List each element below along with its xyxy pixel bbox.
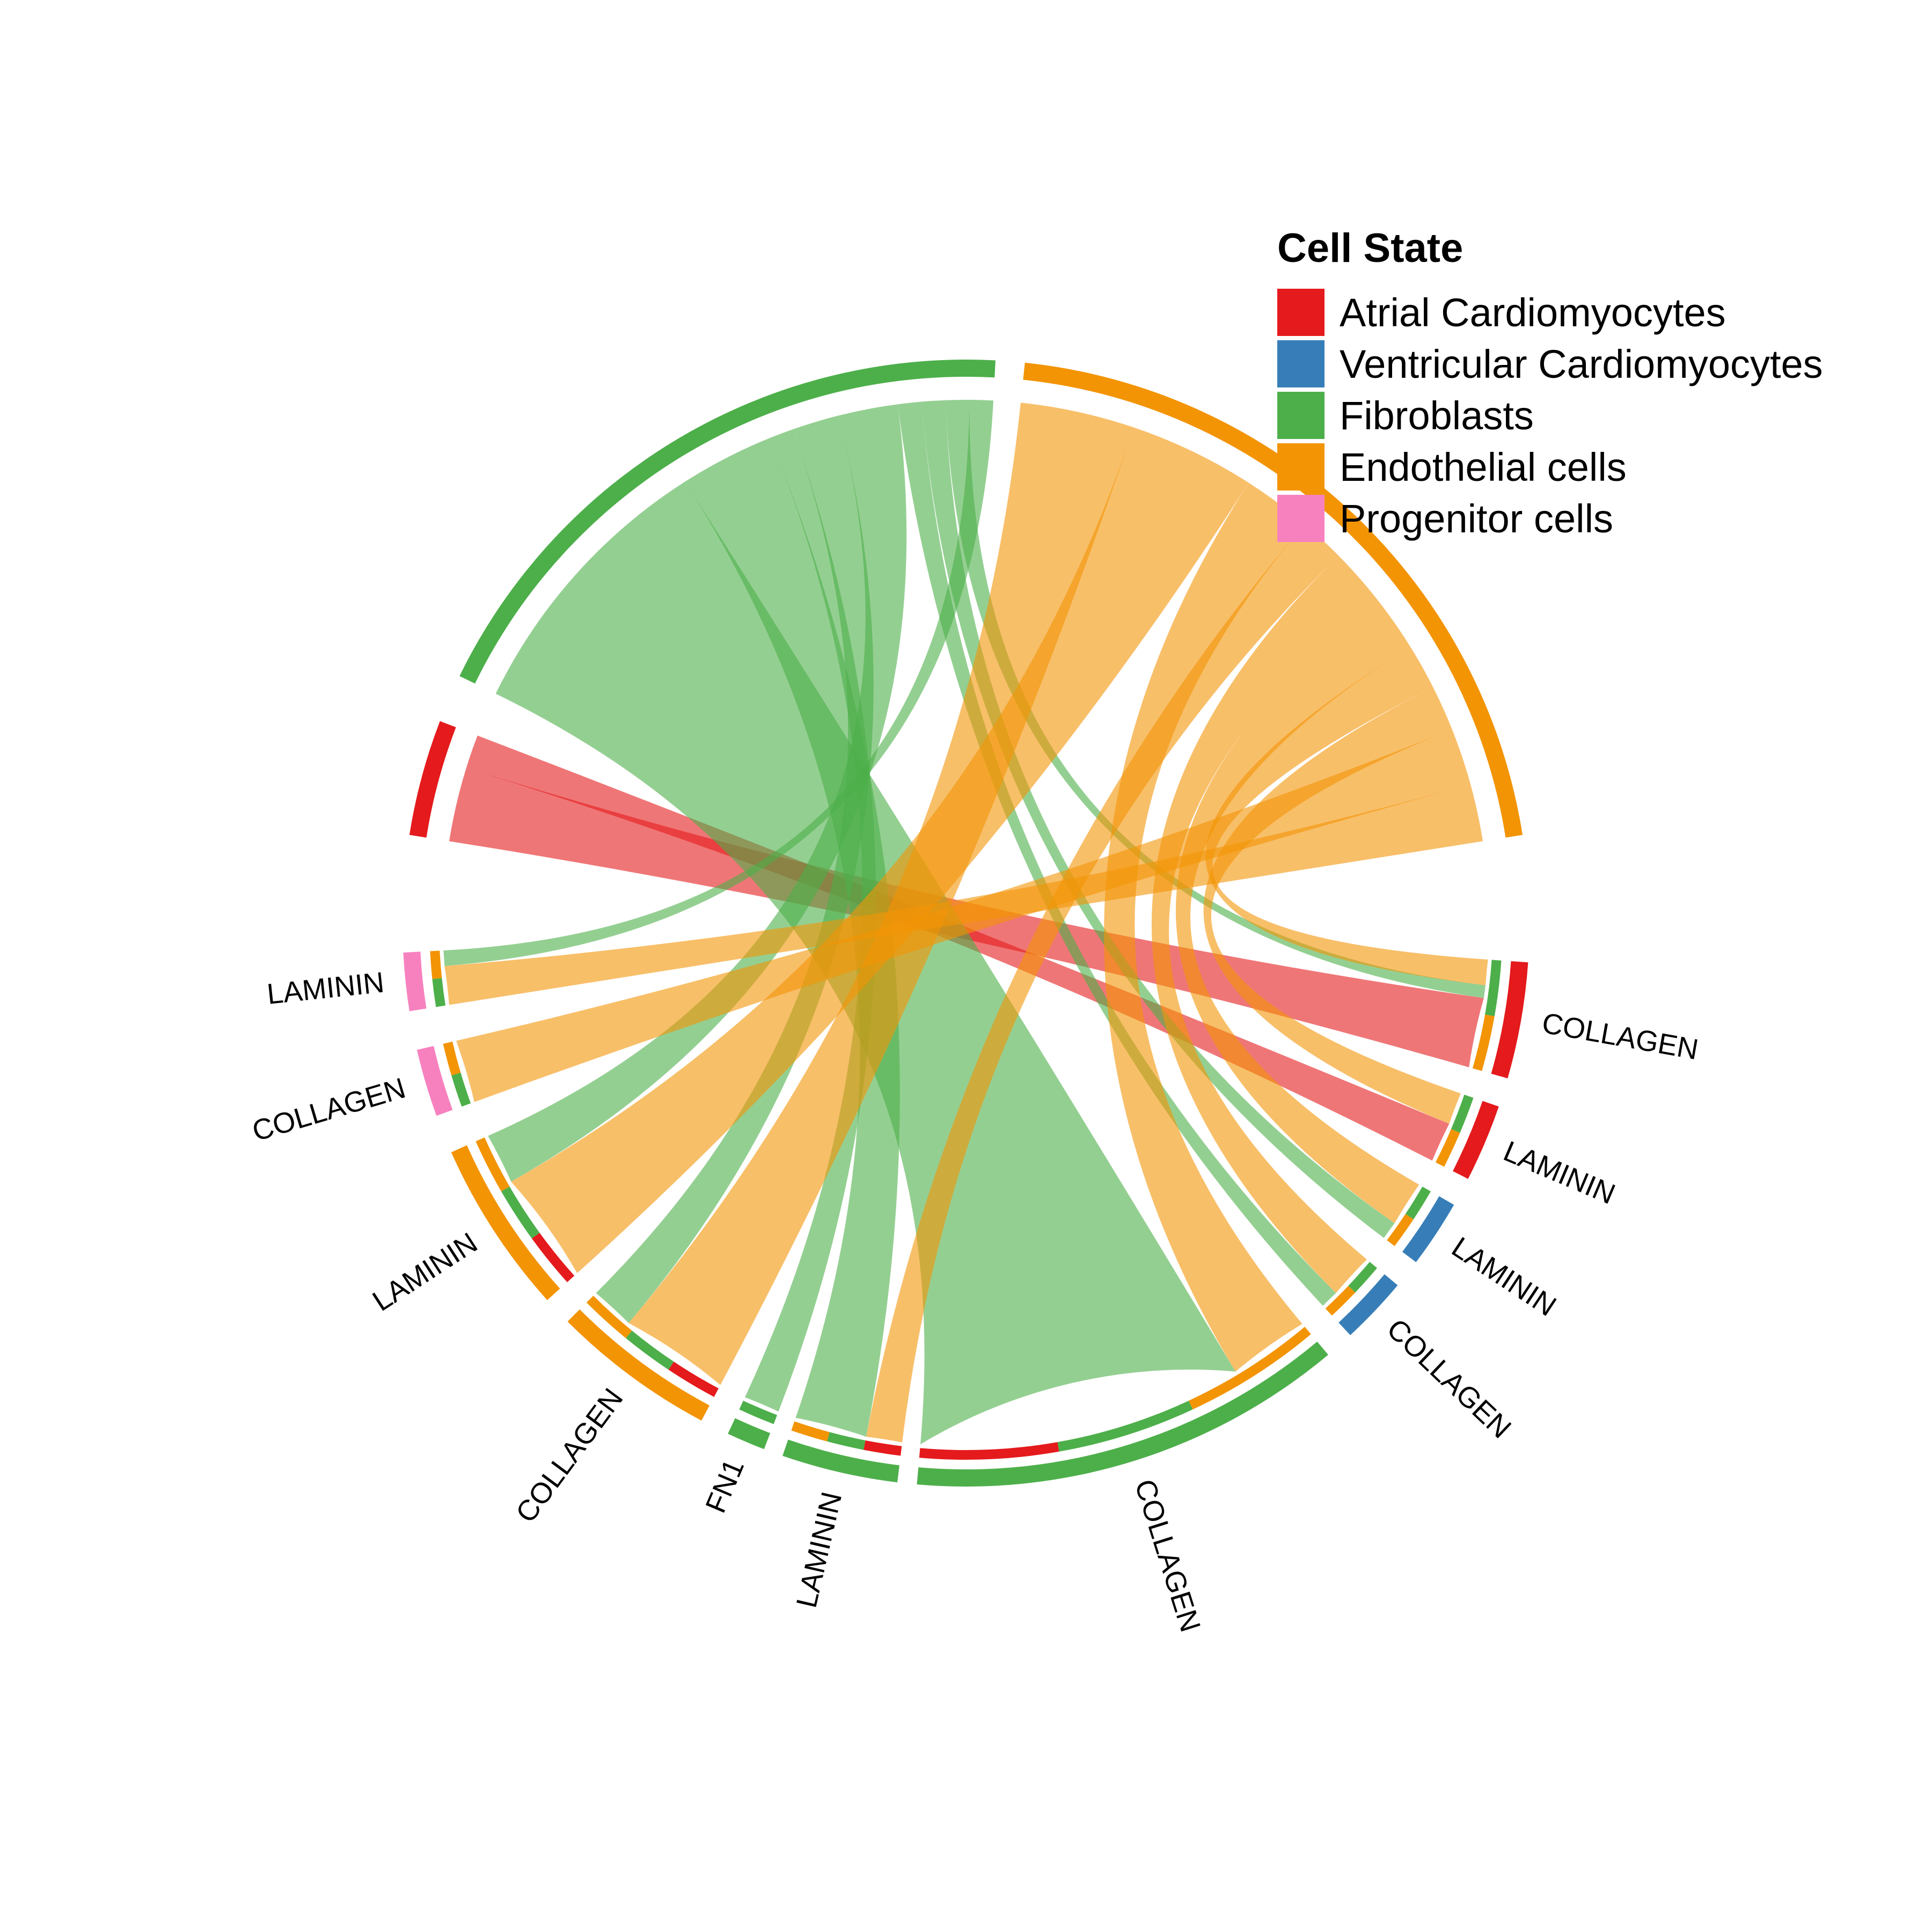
inner-track-prog-laminin-fibro (432, 978, 446, 1007)
inner-track-atrial-laminin-endo (1435, 1129, 1460, 1167)
legend-label-fibroblasts: Fibroblasts (1340, 393, 1534, 438)
target-sector-ventricular-laminin (1402, 1196, 1454, 1262)
inner-track-endo-collagen-atrial (668, 1362, 719, 1397)
legend-label-endothelial: Endothelial cells (1340, 444, 1627, 489)
pathway-label-endo-collagen: COLLAGEN (510, 1382, 630, 1528)
link-ribbon-endo-12 (511, 427, 1249, 1274)
link-ribbon-fibro-5 (596, 415, 874, 1323)
inner-track-ventricular-collagen-endo (1325, 1285, 1356, 1316)
inner-track-endo-laminin-fibro (501, 1187, 540, 1239)
link-ribbon-endo-15 (1151, 555, 1377, 1293)
inner-track-endo-collagen-endo (586, 1296, 632, 1338)
legend-item-progenitor: Progenitor cells (1277, 493, 1823, 544)
link-ribbon-atrial-1 (466, 735, 1450, 1161)
inner-track-fibro-collagen-fibro (1057, 1400, 1193, 1452)
legend: Cell State Atrial Cardiomyocytes Ventric… (1277, 224, 1823, 544)
legend-label-progenitor: Progenitor cells (1340, 496, 1614, 541)
pathway-label-ventricular-laminin: LAMININ (1446, 1231, 1562, 1322)
legend-swatch-ventricular (1277, 340, 1324, 387)
link-ribbon-endo-11 (628, 402, 1134, 1385)
pathway-label-fibro-fn1: FN1 (699, 1454, 750, 1517)
inner-track-endo-collagen-fibro (626, 1330, 674, 1370)
link-ribbon-fibro-4 (744, 429, 876, 1412)
link-ribbon-endo-14 (866, 524, 1339, 1443)
inner-track-atrial-collagen-endo (1472, 1014, 1495, 1071)
inner-track-ventricular-laminin-endo (1387, 1214, 1414, 1246)
inner-track-fibro-collagen-atrial (919, 1442, 1059, 1460)
pathway-label-prog-collagen: COLLAGEN (248, 1072, 409, 1147)
pathway-label-ventricular-collagen: COLLAGEN (1381, 1313, 1518, 1445)
pathway-label-endo-laminin: LAMININ (367, 1226, 483, 1318)
legend-item-endothelial: Endothelial cells (1277, 441, 1823, 493)
inner-track-fibro-laminin-atrial (863, 1440, 902, 1456)
link-ribbon-endo-17 (1205, 647, 1488, 985)
legend-item-ventricular: Ventricular Cardiomyocytes (1277, 338, 1823, 390)
pathway-label-fibro-laminin: LAMININ (791, 1489, 848, 1611)
inner-track-ventricular-collagen-fibro (1348, 1262, 1378, 1293)
link-ribbon-endo-18 (1203, 687, 1461, 1124)
inner-track-prog-collagen-fibro (451, 1072, 471, 1107)
target-sector-endo-collagen (567, 1309, 710, 1421)
target-sector-atrial-laminin (1453, 1101, 1499, 1179)
source-sector-atrial (409, 721, 456, 838)
source-sector-endo (1023, 362, 1523, 838)
legend-item-fibroblasts: Fibroblasts (1277, 390, 1823, 441)
source-sector-fibro (459, 360, 996, 684)
target-sector-ventricular-collagen (1338, 1274, 1398, 1335)
pathway-label-prog-laminin: LAMININ (266, 966, 386, 1011)
legend-swatch-atrial (1277, 289, 1324, 336)
legend-label-ventricular: Ventricular Cardiomyocytes (1340, 341, 1823, 386)
legend-swatch-endothelial (1277, 443, 1324, 491)
link-ribbon-fibro-6 (488, 404, 907, 1182)
target-sector-prog-laminin (403, 952, 427, 1012)
legend-swatch-fibroblasts (1277, 392, 1324, 439)
inner-track-atrial-laminin-fibro (1451, 1094, 1474, 1133)
link-ribbon-endo-16 (1175, 599, 1419, 1224)
inner-track-fibro-laminin-endo (791, 1421, 830, 1441)
inner-track-endo-laminin-endo (475, 1137, 510, 1191)
inner-track-prog-collagen-endo (443, 1041, 461, 1076)
pathway-label-fibro-collagen: COLLAGEN (1129, 1475, 1207, 1636)
link-ribbon-endo-20 (444, 784, 1483, 1005)
inner-track-atrial-collagen-fibro (1485, 960, 1502, 1016)
inner-track-ventricular-laminin-fibro (1405, 1187, 1431, 1219)
inner-track-fibro-collagen-endo (1189, 1327, 1311, 1410)
target-sector-fibro-collagen (917, 1341, 1328, 1487)
target-sector-atrial-collagen (1491, 961, 1528, 1079)
inner-track-fibro-laminin-fibro (827, 1432, 866, 1450)
ribbon-layer (443, 399, 1488, 1445)
legend-item-atrial: Atrial Cardiomyocytes (1277, 287, 1823, 338)
inner-track-prog-laminin-endo (430, 950, 442, 979)
legend-title: Cell State (1277, 225, 1463, 271)
pathway-label-atrial-collagen: COLLAGEN (1540, 1007, 1701, 1066)
target-sector-prog-collagen (416, 1046, 453, 1116)
legend-swatch-progenitor (1277, 495, 1324, 542)
target-sector-endo-laminin (451, 1145, 560, 1300)
track-layer (403, 360, 1528, 1487)
pathway-label-atrial-laminin: LAMININ (1499, 1135, 1620, 1211)
inner-track-endo-laminin-atrial (531, 1233, 575, 1283)
target-sector-fibro-fn1 (728, 1418, 771, 1450)
legend-label-atrial: Atrial Cardiomyocytes (1340, 290, 1726, 335)
inner-track-fibro-fn1-fibro (739, 1400, 778, 1424)
link-ribbon-endo-13 (1104, 482, 1305, 1372)
target-sector-fibro-laminin (782, 1439, 899, 1483)
